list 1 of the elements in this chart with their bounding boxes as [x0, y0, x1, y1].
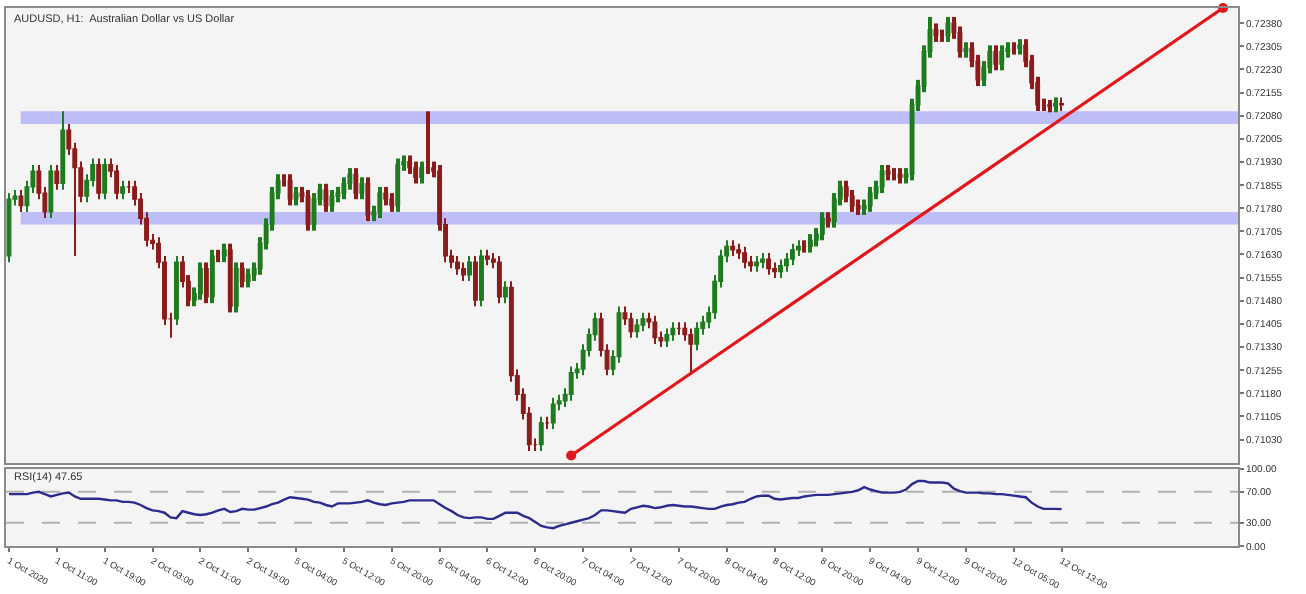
line-series: [7, 479, 1063, 530]
